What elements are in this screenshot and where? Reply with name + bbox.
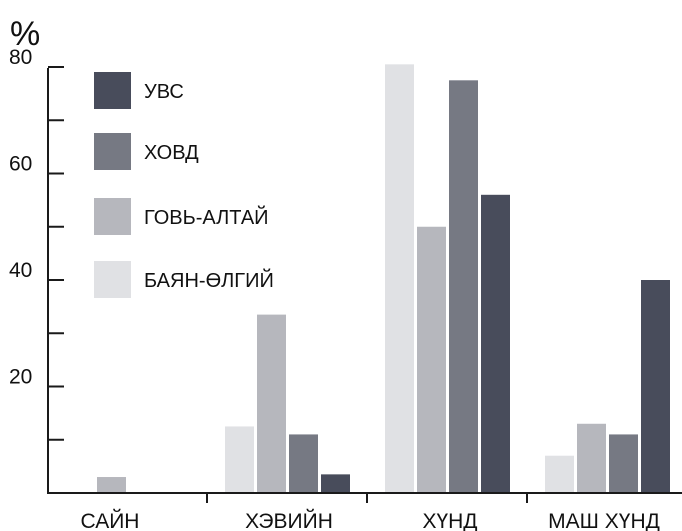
legend-label: ГОВЬ-АЛТАЙ xyxy=(144,205,269,229)
bar xyxy=(385,64,414,494)
bar xyxy=(609,434,638,493)
bar xyxy=(449,80,478,493)
x-category-label: МАШ ХҮНД xyxy=(548,510,660,531)
x-category-label: ХҮНД xyxy=(422,510,477,531)
bar xyxy=(321,474,350,493)
axes xyxy=(47,68,682,494)
bars xyxy=(97,64,670,494)
y-tick-label: 80 xyxy=(9,46,32,69)
legend: УВС ХОВД ГОВЬ-АЛТАЙ БАЯН-ӨЛГИЙ xyxy=(94,72,274,298)
y-tick-label: 40 xyxy=(9,259,32,282)
bar xyxy=(225,426,254,493)
legend-swatch xyxy=(94,72,131,109)
x-category-label: САЙН xyxy=(81,509,140,531)
bar xyxy=(577,423,606,493)
legend-label: УВС xyxy=(144,81,184,103)
bar xyxy=(257,314,286,493)
y-tick-label: 60 xyxy=(9,153,32,176)
bar xyxy=(97,477,126,493)
bar xyxy=(641,280,670,493)
bar xyxy=(545,455,574,493)
x-axis-categories: САЙН ХЭВИЙН ХҮНД МАШ ХҮНД xyxy=(81,493,660,531)
bar xyxy=(417,226,446,493)
y-axis-ticks: 20 40 60 80 xyxy=(9,46,64,441)
bar xyxy=(481,194,510,494)
legend-swatch xyxy=(94,261,131,298)
legend-swatch xyxy=(94,198,131,235)
x-category-label: ХЭВИЙН xyxy=(245,509,333,531)
legend-label: ХОВД xyxy=(144,142,199,164)
legend-label: БАЯН-ӨЛГИЙ xyxy=(144,268,274,292)
bar xyxy=(289,434,318,493)
y-axis-unit-label: % xyxy=(10,15,40,53)
legend-swatch xyxy=(94,133,131,170)
y-tick-label: 20 xyxy=(9,366,32,389)
